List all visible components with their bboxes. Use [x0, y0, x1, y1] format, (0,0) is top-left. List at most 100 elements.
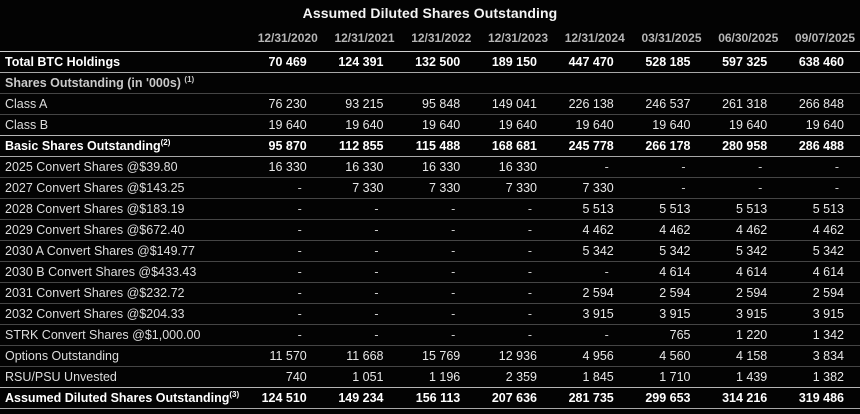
value-cell-empty: -	[399, 283, 477, 304]
value-cell-empty: -	[476, 304, 553, 325]
value-cell: 1 845	[553, 367, 630, 388]
value-cell: 319 486	[783, 388, 860, 409]
value-cell: 16 330	[476, 157, 553, 178]
table-row: Class B 19 640 19 640 19 640 19 640 19 640 19 …	[0, 115, 860, 136]
row-label: Options Outstanding	[0, 346, 246, 367]
value-cell: 11 668	[322, 346, 400, 367]
value-cell-empty: -	[783, 157, 860, 178]
row-label: 2027 Convert Shares @$143.25	[0, 178, 246, 199]
value-cell: 95 848	[399, 94, 477, 115]
value-cell-empty: -	[706, 178, 784, 199]
value-cell: 5 513	[553, 199, 630, 220]
value-cell-empty: -	[399, 304, 477, 325]
value-cell: 266 848	[783, 94, 860, 115]
row-label: Shares Outstanding (in '000s) (1)	[0, 73, 246, 94]
value-cell-empty: -	[246, 241, 323, 262]
value-cell: 4 614	[783, 262, 860, 283]
value-cell-empty: -	[476, 262, 553, 283]
value-cell-empty: -	[476, 199, 553, 220]
value-cell: 1 382	[783, 367, 860, 388]
value-cell: 5 513	[783, 199, 860, 220]
value-cell-empty: -	[322, 262, 400, 283]
value-cell: 3 915	[629, 304, 707, 325]
value-cell: 19 640	[553, 115, 630, 136]
table-row: Shares Outstanding (in '000s) (1)	[0, 73, 860, 94]
row-label: Class A	[0, 94, 246, 115]
value-cell-empty: -	[322, 304, 400, 325]
table-row: 2027 Convert Shares @$143.25-7 330 7 330 7…	[0, 178, 860, 199]
value-cell: 3 834	[783, 346, 860, 367]
value-cell: 7 330	[476, 178, 553, 199]
value-cell: 3 915	[783, 304, 860, 325]
value-cell: 1 051	[322, 367, 400, 388]
row-label: Basic Shares Outstanding(2)	[0, 136, 246, 157]
value-cell: 95 870	[246, 136, 323, 157]
footnote-marker: (3)	[229, 389, 240, 399]
value-cell: 19 640	[399, 115, 477, 136]
value-cell: 132 500	[399, 52, 477, 73]
value-cell: 261 318	[706, 94, 784, 115]
value-cell: 207 636	[476, 388, 553, 409]
value-cell: 124 391	[322, 52, 400, 73]
value-cell: 16 330	[399, 157, 477, 178]
row-label: 2025 Convert Shares @$39.80	[0, 157, 246, 178]
value-cell-empty: -	[476, 325, 553, 346]
value-cell: 299 653	[629, 388, 707, 409]
value-cell: 597 325	[706, 52, 784, 73]
value-cell: 124 510	[246, 388, 323, 409]
value-cell: 5 513	[706, 199, 784, 220]
column-header: 09/07/2025	[783, 26, 860, 52]
value-cell-empty: -	[322, 199, 400, 220]
value-cell: 2 594	[783, 283, 860, 304]
value-cell	[706, 73, 784, 94]
value-cell: 1 439	[706, 367, 784, 388]
value-cell: 156 113	[399, 388, 477, 409]
value-cell: 4 462	[629, 220, 707, 241]
column-header: 12/31/2021	[322, 26, 400, 52]
value-cell: 2 594	[629, 283, 707, 304]
value-cell: 7 330	[399, 178, 477, 199]
value-cell: 11 570	[246, 346, 323, 367]
table-row: Options Outstanding 11 570 11 668 15 769 12 …	[0, 346, 860, 367]
shares-table: 12/31/2020 12/31/2021 12/31/2022 12/31/2023…	[0, 26, 860, 409]
value-cell-empty: -	[399, 325, 477, 346]
row-label: 2031 Convert Shares @$232.72	[0, 283, 246, 304]
value-cell: 4 614	[629, 262, 707, 283]
column-header: 03/31/2025	[629, 26, 707, 52]
table-row: STRK Convert Shares @$1,000.00- - - - -765 1 …	[0, 325, 860, 346]
value-cell: 19 640	[629, 115, 707, 136]
footnote-marker: (1)	[184, 74, 195, 84]
value-cell: 638 460	[783, 52, 860, 73]
value-cell: 19 640	[476, 115, 553, 136]
value-cell	[399, 73, 477, 94]
value-cell: 2 594	[706, 283, 784, 304]
value-cell: 112 855	[322, 136, 400, 157]
value-cell-empty: -	[246, 325, 323, 346]
table-row: 2030 B Convert Shares @$433.43- - - - -4 614…	[0, 262, 860, 283]
value-cell: 19 640	[783, 115, 860, 136]
row-label: RSU/PSU Unvested	[0, 367, 246, 388]
value-cell-empty: -	[399, 220, 477, 241]
value-cell-empty: -	[553, 157, 630, 178]
value-cell: 76 230	[246, 94, 323, 115]
value-cell: 1 710	[629, 367, 707, 388]
footnote-marker: (2)	[160, 137, 171, 147]
value-cell-empty: -	[553, 262, 630, 283]
value-cell: 115 488	[399, 136, 477, 157]
value-cell: 12 936	[476, 346, 553, 367]
value-cell-empty: -	[246, 262, 323, 283]
value-cell	[246, 73, 323, 94]
row-label: Class B	[0, 115, 246, 136]
row-label: Assumed Diluted Shares Outstanding(3)	[0, 388, 246, 409]
value-cell-empty: -	[399, 262, 477, 283]
value-cell: 1 342	[783, 325, 860, 346]
value-cell: 4 614	[706, 262, 784, 283]
row-label: 2030 B Convert Shares @$433.43	[0, 262, 246, 283]
value-cell: 528 185	[629, 52, 707, 73]
value-cell: 4 462	[553, 220, 630, 241]
value-cell: 189 150	[476, 52, 553, 73]
value-cell: 16 330	[246, 157, 323, 178]
value-cell: 266 178	[629, 136, 707, 157]
value-cell-empty: -	[246, 178, 323, 199]
